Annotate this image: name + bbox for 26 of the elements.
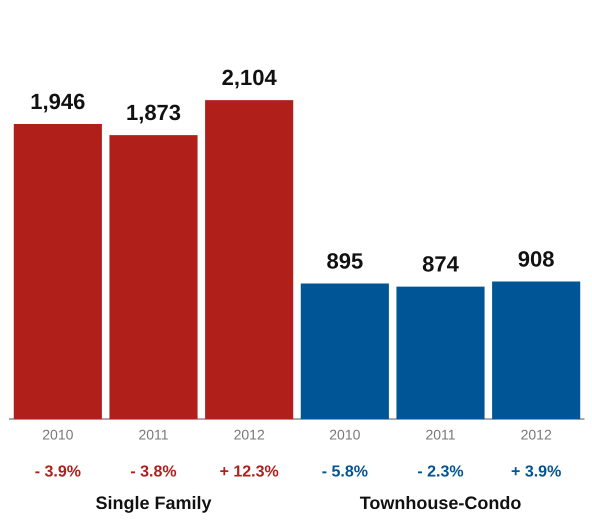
x-tick-label: 2010: [329, 426, 361, 442]
text: - 2.3%: [417, 463, 464, 480]
data-label: 2,104: [222, 65, 278, 90]
data-label: 874: [422, 252, 460, 277]
text: Townhouse-Condo: [360, 492, 522, 513]
bar: [396, 286, 485, 420]
x-tick-label: 2010: [42, 426, 74, 442]
x-tick-label: 2012: [520, 426, 552, 442]
data-label: 895: [326, 248, 364, 274]
data-label: 908: [518, 246, 555, 272]
bar: [492, 281, 580, 420]
data-label: 1,946: [30, 89, 86, 114]
bar: [300, 283, 389, 420]
x-tick-label: 2012: [234, 426, 265, 442]
x-tick-label: 2011: [425, 426, 456, 442]
data-label: 1,873: [126, 100, 182, 126]
text: - 3.9%: [34, 463, 81, 480]
text: Single Family: [95, 492, 212, 513]
text: - 5.8%: [322, 463, 368, 480]
x-tick-label: 2011: [138, 426, 169, 442]
bar: [14, 124, 102, 420]
text: + 12.3%: [220, 463, 279, 480]
text: - 3.8%: [130, 463, 177, 480]
bar: [205, 100, 294, 420]
text: + 3.9%: [511, 463, 562, 480]
bar: [109, 135, 198, 420]
